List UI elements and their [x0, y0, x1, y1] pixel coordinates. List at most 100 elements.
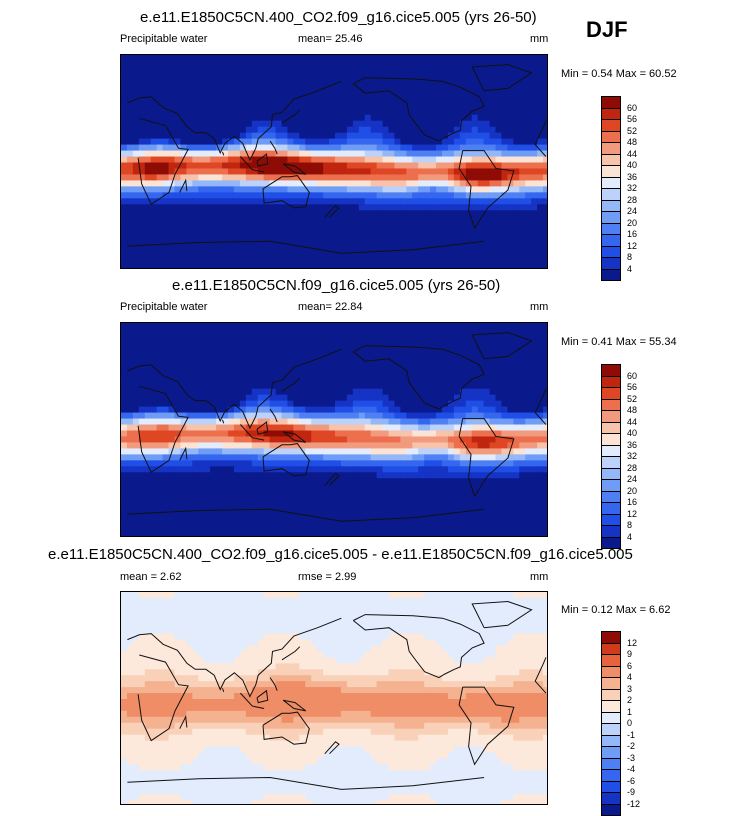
contour-cell — [311, 371, 318, 378]
contour-cell — [543, 73, 548, 80]
contour-cell — [418, 431, 425, 438]
contour-cell — [406, 264, 413, 269]
contour-cell — [169, 246, 176, 253]
contour-cell — [204, 85, 211, 92]
contour-cell — [490, 234, 497, 241]
contour-cell — [365, 133, 372, 140]
contour-cell — [371, 448, 378, 455]
contour-cell — [323, 502, 330, 509]
contour-cell — [478, 222, 485, 229]
contour-cell — [394, 258, 401, 265]
contour-cell — [430, 478, 437, 485]
contour-cell — [442, 73, 449, 80]
contour-cell — [145, 174, 152, 181]
contour-cell — [175, 127, 182, 134]
contour-cell — [513, 145, 520, 152]
contour-cell — [389, 246, 396, 253]
contour-cell — [424, 127, 431, 134]
contour-cell — [448, 413, 455, 420]
contour-cell — [198, 419, 205, 426]
contour-cell — [466, 168, 473, 175]
contour-cell — [175, 192, 182, 199]
contour-cell — [293, 460, 300, 467]
contour-cell — [513, 192, 520, 199]
contour-cell — [299, 192, 306, 199]
contour-cell — [198, 109, 205, 116]
contour-cell — [157, 508, 164, 515]
contour-cell — [454, 264, 461, 269]
contour-cell — [383, 466, 390, 473]
contour-cell — [383, 472, 390, 479]
contour-cell — [163, 335, 170, 342]
contour-cell — [311, 502, 318, 509]
contour-cell — [537, 163, 544, 170]
contour-cell — [175, 204, 182, 211]
contour-cell — [204, 389, 211, 396]
contour-cell — [490, 436, 497, 443]
contour-cell — [507, 73, 514, 80]
contour-cell — [501, 413, 508, 420]
contour-cell — [353, 61, 360, 68]
contour-cell — [389, 198, 396, 205]
contour-cell — [264, 121, 271, 128]
contour-cell — [127, 246, 134, 253]
contour-cell — [252, 502, 259, 509]
contour-cell — [180, 460, 187, 467]
contour-cell — [537, 407, 544, 414]
contour-cell — [341, 448, 348, 455]
contour-cell — [472, 401, 479, 408]
contour-cell — [484, 454, 491, 461]
contour-cell — [460, 73, 467, 80]
contour-cell — [305, 365, 312, 372]
contour-cell — [270, 61, 277, 68]
contour-cell — [501, 359, 508, 366]
contour-cell — [394, 67, 401, 74]
contour-cell — [311, 413, 318, 420]
contour-cell — [442, 472, 449, 479]
contour-cell — [394, 401, 401, 408]
contour-cell — [311, 347, 318, 354]
contour-cell — [365, 359, 372, 366]
contour-cell — [240, 73, 247, 80]
contour-cell — [341, 347, 348, 354]
contour-cell — [394, 222, 401, 229]
contour-cell — [472, 466, 479, 473]
contour-cell — [341, 145, 348, 152]
contour-cell — [151, 413, 158, 420]
contour-cell — [276, 252, 283, 259]
contour-cell — [293, 419, 300, 426]
contour-cell — [121, 460, 128, 467]
contour-cell — [406, 442, 413, 449]
contour-cell — [513, 401, 520, 408]
contour-cell — [145, 448, 152, 455]
contour-cell — [151, 359, 158, 366]
contour-cell — [133, 478, 140, 485]
contour-cell — [525, 55, 532, 62]
contour-cell — [317, 163, 324, 170]
contour-cell — [347, 67, 354, 74]
contour-cell — [454, 109, 461, 116]
contour-cell — [406, 91, 413, 98]
contour-cell — [329, 502, 336, 509]
contour-cell — [371, 365, 378, 372]
contour-cell — [276, 210, 283, 217]
contour-cell — [163, 413, 170, 420]
contour-cell — [139, 216, 146, 223]
contour-cell — [169, 460, 176, 467]
contour-cell — [347, 329, 354, 336]
contour-cell — [543, 502, 548, 509]
contour-cell — [430, 79, 437, 86]
contour-cell — [537, 139, 544, 146]
contour-cell — [234, 490, 241, 497]
contour-cell — [216, 186, 223, 193]
contour-cell — [204, 151, 211, 158]
contour-cell — [228, 204, 235, 211]
contour-cell — [258, 490, 265, 497]
contour-cell — [353, 383, 360, 390]
contour-cell — [133, 139, 140, 146]
contour-cell — [406, 145, 413, 152]
contour-cell — [169, 490, 176, 497]
contour-cell — [424, 210, 431, 217]
contour-cell — [359, 454, 366, 461]
contour-cell — [305, 234, 312, 241]
